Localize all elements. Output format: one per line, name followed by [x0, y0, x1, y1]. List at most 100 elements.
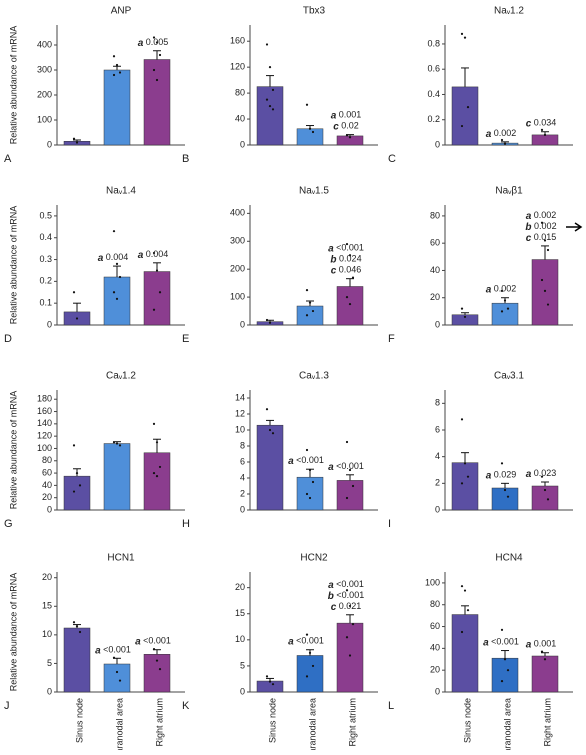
y-tick-label: 100: [37, 443, 52, 453]
bar: [336, 622, 364, 693]
y-tick-label: 2: [435, 478, 440, 488]
y-tick-label: 300: [37, 64, 52, 74]
data-point: [543, 488, 547, 492]
x-tick-label: Sinus node: [267, 698, 277, 743]
bar: [103, 69, 131, 146]
data-point: [118, 71, 122, 74]
y-tick-label: 2: [240, 488, 245, 498]
annotation-letter: a: [138, 37, 144, 48]
annotation-value: 0.021: [339, 601, 362, 611]
y-tick-label: 40: [42, 480, 52, 490]
annotation: a <0.001: [328, 243, 364, 254]
data-point: [351, 484, 355, 488]
data-point: [500, 679, 504, 683]
data-point: [72, 444, 76, 447]
data-point: [265, 43, 269, 46]
data-point: [271, 108, 275, 111]
data-point: [348, 302, 352, 306]
bar: [491, 302, 519, 326]
data-point: [506, 669, 510, 672]
y-tick-label: 0: [47, 139, 52, 149]
data-point: [152, 308, 156, 311]
y-tick-label: 80: [430, 599, 440, 609]
bar: [103, 276, 131, 326]
data-point: [155, 475, 159, 478]
data-point: [503, 299, 507, 302]
annotation: a <0.001: [483, 637, 519, 648]
y-tick-label: 400: [230, 208, 245, 218]
annotation: a 0.001: [331, 110, 362, 121]
data-point: [345, 589, 349, 592]
annotation-value: 0.004: [146, 249, 169, 259]
data-point: [311, 309, 315, 313]
data-point: [72, 137, 76, 140]
y-tick-label: 10: [42, 629, 52, 639]
data-point: [75, 317, 79, 320]
annotation: a 0.004: [98, 252, 129, 263]
bar: [256, 680, 284, 693]
annotation: b 0.024: [330, 254, 361, 265]
data-point: [265, 318, 269, 322]
annotation-letter: a: [526, 639, 532, 650]
y-axis-label: Relative abundance of mRNA: [8, 26, 18, 145]
y-tick-label: 5: [240, 660, 245, 670]
annotation: c 0.021: [331, 601, 362, 612]
y-tick-label: 0.3: [39, 254, 52, 264]
data-point: [345, 242, 349, 246]
annotation-value: 0.002: [534, 221, 557, 231]
annotation: a 0.001: [526, 639, 557, 650]
data-point: [265, 408, 269, 411]
data-point: [268, 321, 272, 324]
data-point: [115, 670, 119, 674]
data-point: [345, 440, 349, 444]
x-tick-label: Paranodal area: [114, 698, 124, 750]
annotation-letter: a: [526, 211, 532, 222]
annotation-letter: a: [486, 284, 492, 295]
annotation: a 0.002: [486, 284, 517, 295]
data-point: [540, 128, 544, 131]
data-point: [115, 297, 119, 300]
y-tick-label: 80: [42, 455, 52, 465]
bar: [103, 663, 131, 693]
y-tick-label: 0: [435, 319, 440, 329]
data-point: [460, 32, 464, 35]
arrow: [566, 222, 583, 232]
panel-title: HCN2: [300, 553, 328, 564]
panel-title: ANP: [111, 6, 132, 17]
annotation: a 0.029: [486, 470, 517, 481]
annotation-value: <0.001: [336, 243, 364, 253]
data-point: [75, 625, 79, 628]
y-tick-label: 14: [235, 392, 245, 402]
data-point: [305, 492, 309, 496]
y-tick-label: 160: [37, 406, 52, 416]
y-tick-label: 40: [430, 265, 440, 275]
data-point: [540, 475, 544, 478]
data-point: [466, 106, 470, 109]
annotation-letter: a: [288, 636, 294, 647]
annotation-letter: a: [486, 128, 492, 139]
annotation-value: 0.046: [339, 265, 362, 275]
y-tick-label: 0: [435, 504, 440, 514]
annotation: a 0.023: [526, 468, 557, 479]
panel-letter: E: [182, 333, 189, 345]
data-point: [158, 465, 162, 469]
data-point: [546, 303, 550, 306]
annotation-value: 0.023: [534, 468, 557, 478]
annotation: a 0.004: [138, 249, 169, 260]
bar: [531, 134, 559, 146]
data-point: [506, 307, 510, 310]
y-tick-label: 60: [430, 621, 440, 631]
y-tick-label: 400: [37, 39, 52, 49]
annotation: a <0.001: [135, 636, 171, 647]
data-point: [265, 675, 269, 678]
y-tick-label: 0: [240, 504, 245, 514]
y-tick-label: 0: [240, 686, 245, 696]
y-tick-label: 180: [37, 394, 52, 404]
y-tick-label: 0: [47, 319, 52, 329]
bar: [296, 476, 324, 511]
annotation-letter: c: [526, 118, 532, 129]
y-tick-label: 100: [230, 291, 245, 301]
data-point: [155, 441, 159, 444]
panel-letter: A: [4, 153, 12, 165]
annotation-value: 0.024: [339, 254, 362, 264]
